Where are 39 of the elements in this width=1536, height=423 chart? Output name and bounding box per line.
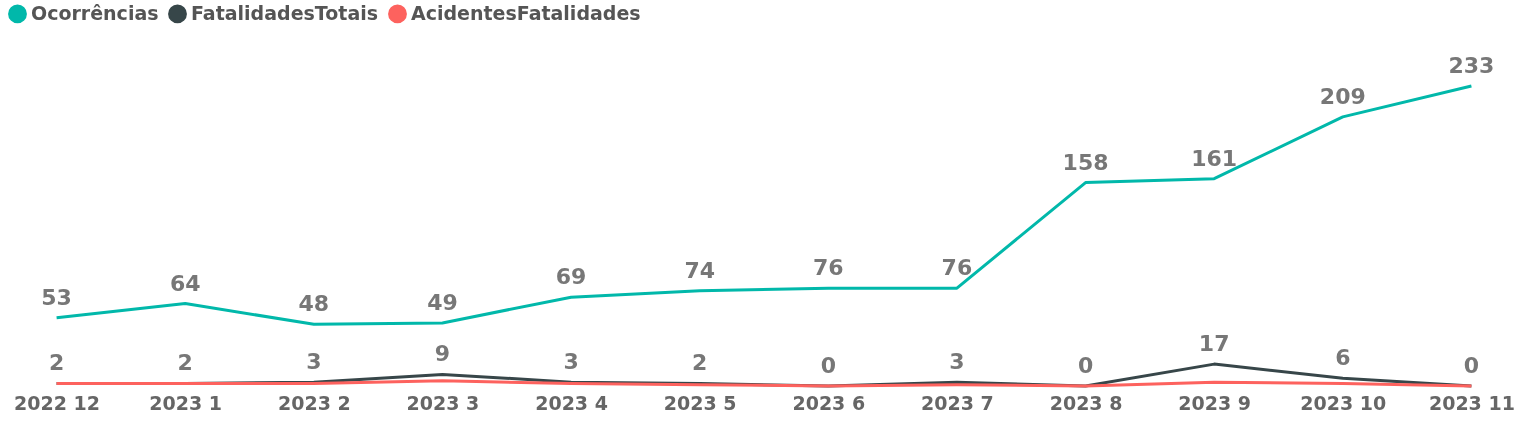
x-tick-label: 2023 1 (149, 391, 223, 414)
data-label: 74 (684, 257, 715, 283)
x-tick-label: 2023 8 (1049, 391, 1123, 414)
data-label: 2 (48, 350, 65, 376)
data-label: 53 (41, 284, 72, 310)
data-label: 0 (1463, 353, 1480, 378)
data-label: 76 (941, 255, 973, 281)
x-tick-label: 2023 4 (535, 391, 608, 414)
x-tick-label: 2023 9 (1178, 391, 1252, 414)
data-label: 64 (169, 270, 201, 296)
data-label: 6 (1335, 345, 1351, 371)
data-label: 3 (949, 349, 965, 375)
data-label: 49 (427, 289, 458, 315)
legend-label: AcidentesFatalidades (411, 1, 641, 24)
data-label: 69 (555, 264, 587, 290)
data-label: 161 (1191, 145, 1238, 171)
data-label: 76 (813, 255, 844, 281)
x-tick-label: 2023 6 (792, 391, 866, 414)
data-label: 2 (692, 350, 708, 376)
x-tick-label: 2023 2 (277, 391, 351, 414)
x-tick-label: 2023 11 (1428, 391, 1515, 414)
data-label: 0 (820, 353, 836, 378)
data-label: 233 (1448, 53, 1495, 78)
data-label: 17 (1198, 331, 1230, 357)
data-label: 9 (434, 341, 451, 367)
data-label: 209 (1319, 83, 1366, 109)
data-label: 158 (1062, 149, 1109, 175)
x-tick-label: 2022 12 (14, 391, 101, 414)
x-tick-label: 2023 5 (663, 391, 737, 414)
data-label: 2 (177, 350, 193, 376)
x-tick-label: 2023 7 (921, 391, 994, 414)
data-label: 3 (563, 349, 579, 375)
legend-label: FatalidadesTotais (191, 1, 379, 24)
data-label: 0 (1077, 353, 1094, 378)
x-tick-label: 2023 10 (1300, 391, 1387, 414)
data-label: 48 (298, 291, 330, 317)
data-label: 3 (306, 349, 322, 375)
legend-label: Ocorrências (31, 1, 159, 24)
x-tick-label: 2023 3 (406, 391, 480, 414)
